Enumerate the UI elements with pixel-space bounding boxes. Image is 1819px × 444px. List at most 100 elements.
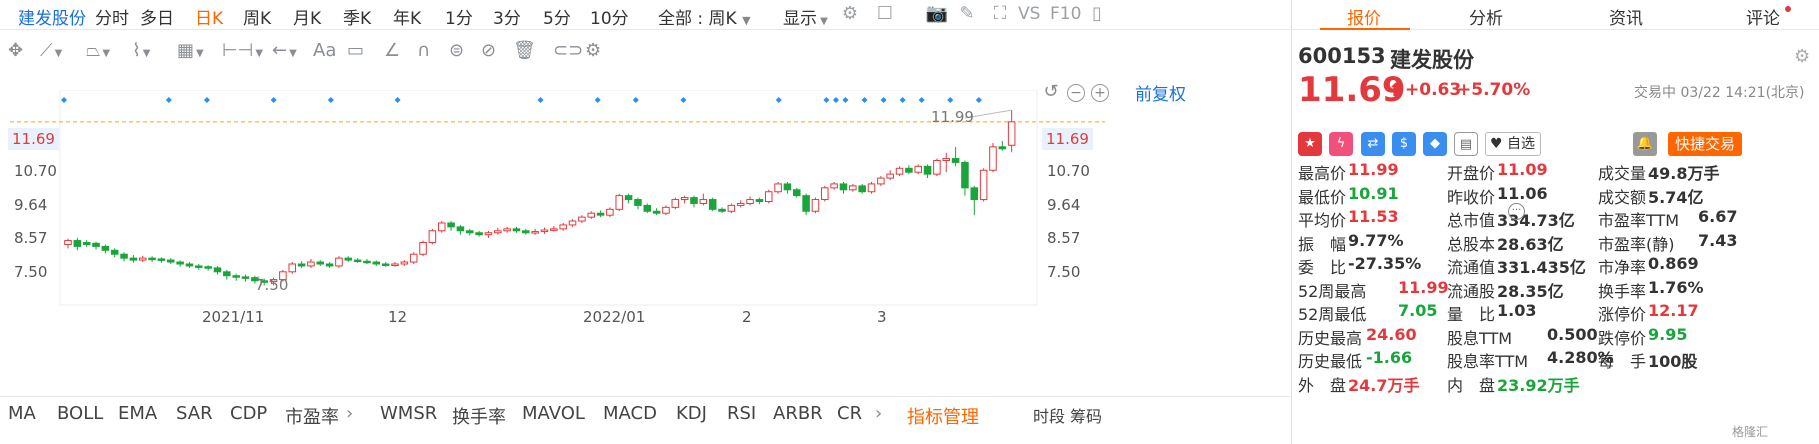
tab-intraday[interactable]: 分时 <box>95 9 129 29</box>
move-cross-icon[interactable]: ✥ <box>8 40 24 61</box>
indicator-cdp[interactable]: CDP <box>230 403 268 424</box>
sidebar-toggle-icon[interactable]: ▯ <box>1092 3 1102 24</box>
toolbar-settings-icon[interactable]: ⚙ <box>585 40 602 61</box>
current-price-tag-left: 11.69 <box>8 128 59 150</box>
text-tool-icon[interactable]: Aa <box>313 40 337 61</box>
chevron-right-icon[interactable]: › <box>875 403 883 424</box>
stat-label: 历史最低 <box>1298 352 1363 371</box>
chips-button[interactable]: 筹码 <box>1070 407 1103 426</box>
indicator-kdj[interactable]: KDJ <box>676 403 707 424</box>
fullscreen-icon[interactable]: ⛶ <box>993 3 1007 24</box>
all-period-select[interactable]: 全部 : 周K ▼ <box>658 4 751 29</box>
candle-body <box>400 261 409 265</box>
indicator-wmsr[interactable]: WMSR <box>380 403 438 424</box>
zoom-out-icon[interactable]: − <box>1067 84 1085 102</box>
indicator-boll[interactable]: BOLL <box>57 403 104 424</box>
zoom-in-icon[interactable]: + <box>1091 84 1109 102</box>
link-icon[interactable]: ⊂⊃ <box>553 40 584 61</box>
kline-chart[interactable] <box>0 90 1110 390</box>
tab-yearly-k[interactable]: 年K <box>393 9 422 29</box>
tab-quarterly-k[interactable]: 季K <box>343 9 372 29</box>
comment-icon[interactable]: ▭ <box>347 40 365 61</box>
shuffle-icon[interactable]: ⇄ <box>1361 132 1385 156</box>
magnet-icon[interactable]: ∩ <box>417 40 431 61</box>
tab-comments[interactable]: 评论 <box>1746 9 1780 29</box>
hide-icon[interactable]: ⊘ <box>481 40 497 61</box>
candle-body <box>316 261 325 265</box>
tab-multiday[interactable]: 多日 <box>140 9 174 29</box>
candle-body <box>652 210 661 214</box>
stat-label: 成交量 <box>1598 164 1647 183</box>
stat-label: 52周最低 <box>1298 305 1367 324</box>
indicator-sar[interactable]: SAR <box>176 403 213 424</box>
tab-weekly-k[interactable]: 周K <box>243 9 272 29</box>
arrow-tool-icon[interactable]: ← ▼ <box>272 40 297 61</box>
indicator-manage-button[interactable]: 指标管理 <box>907 407 979 428</box>
indicator-turnover[interactable]: 换手率 <box>452 407 506 428</box>
tab-analysis[interactable]: 分析 <box>1469 9 1503 29</box>
tab-quote[interactable]: 报价 <box>1347 9 1381 29</box>
tab-daily-k[interactable]: 日K <box>195 9 224 29</box>
indicator-pe[interactable]: 市盈率 <box>285 407 339 428</box>
f10-button[interactable]: F10 <box>1050 4 1082 24</box>
indicator-arbr[interactable]: ARBR <box>773 403 823 424</box>
candle-body <box>970 187 979 201</box>
candle-body <box>419 242 427 255</box>
tab-monthly-k[interactable]: 月K <box>293 9 322 29</box>
indicator-cr[interactable]: CR <box>837 403 863 424</box>
event-marker-icon <box>861 97 868 103</box>
x-tick-label: 3 <box>877 308 887 326</box>
stock-name-tab[interactable]: 建发股份 <box>18 9 86 29</box>
candle-body <box>92 242 100 247</box>
measure-tool-icon[interactable]: ⊢⊣ ▼ <box>222 40 264 61</box>
chevron-down-icon: ▼ <box>817 16 828 27</box>
fib-tool-icon[interactable]: ▦ ▼ <box>177 40 204 61</box>
channel-tool-icon[interactable]: ⏢ ▼ <box>86 40 111 61</box>
line-tool-icon[interactable]: ⟋ ▼ <box>40 40 63 61</box>
tab-1min[interactable]: 1分 <box>445 9 473 29</box>
angle-icon[interactable]: ∠ <box>384 40 401 61</box>
add-watchlist-button[interactable]: ♥ 自选 <box>1485 132 1541 156</box>
tab-5min[interactable]: 5分 <box>543 9 571 29</box>
event-marker-icon <box>632 97 639 103</box>
trash-icon[interactable]: 🗑 <box>513 40 536 61</box>
event-marker-icon <box>537 97 544 103</box>
reset-icon[interactable]: ↺ <box>1043 81 1059 102</box>
adjust-forward-button[interactable]: 前复权 <box>1135 85 1186 105</box>
settings-gear-icon[interactable]: ⚙ <box>841 3 859 24</box>
bookmark-icon[interactable]: ▤ <box>1454 132 1478 156</box>
lock-icon[interactable]: ⊜ <box>449 40 465 61</box>
candle-body <box>708 199 717 210</box>
indicator-ema[interactable]: EMA <box>118 403 158 424</box>
tab-10min[interactable]: 10分 <box>590 9 629 29</box>
stat-label: 历史最高 <box>1298 328 1363 348</box>
period-button[interactable]: 时段 <box>1033 407 1066 426</box>
more-icon[interactable]: ··· <box>1508 203 1525 220</box>
stat-label: 委 比 <box>1298 258 1347 277</box>
candle-body <box>662 206 670 214</box>
tab-news[interactable]: 资讯 <box>1609 9 1643 29</box>
chevron-right-icon[interactable]: › <box>346 403 354 424</box>
display-menu[interactable]: 显示 ▼ <box>783 4 828 29</box>
stat-label: 跌停价 <box>1598 328 1647 348</box>
chart-style-icon[interactable]: ☐ <box>876 3 894 24</box>
dollar-icon[interactable]: $ <box>1392 132 1416 156</box>
settings-gear-icon[interactable]: ⚙ <box>1794 46 1811 67</box>
pencil-icon[interactable]: ✎ <box>959 3 975 24</box>
tab-3min[interactable]: 3分 <box>493 9 521 29</box>
stat-value: -1.66 <box>1366 348 1413 367</box>
indicator-rsi[interactable]: RSI <box>727 403 757 424</box>
display-label: 显示 <box>783 9 817 29</box>
indicator-ma[interactable]: MA <box>8 403 36 424</box>
wave-tool-icon[interactable]: ⌇ ▼ <box>132 40 151 61</box>
stat-value: 11.99 <box>1348 160 1399 179</box>
stat-label: 总市值 <box>1447 211 1496 230</box>
margin-icon[interactable]: ϟ <box>1329 132 1353 156</box>
tag-icon[interactable]: ◆ <box>1423 132 1447 156</box>
indicator-mavol[interactable]: MAVOL <box>522 403 585 424</box>
camera-icon[interactable]: 📷 <box>925 3 949 24</box>
vs-compare-button[interactable]: VS <box>1018 4 1041 24</box>
indicator-macd[interactable]: MACD <box>603 403 657 424</box>
bell-icon[interactable]: 🔔 <box>1633 132 1657 156</box>
quick-trade-button[interactable]: 快捷交易 <box>1668 132 1742 156</box>
